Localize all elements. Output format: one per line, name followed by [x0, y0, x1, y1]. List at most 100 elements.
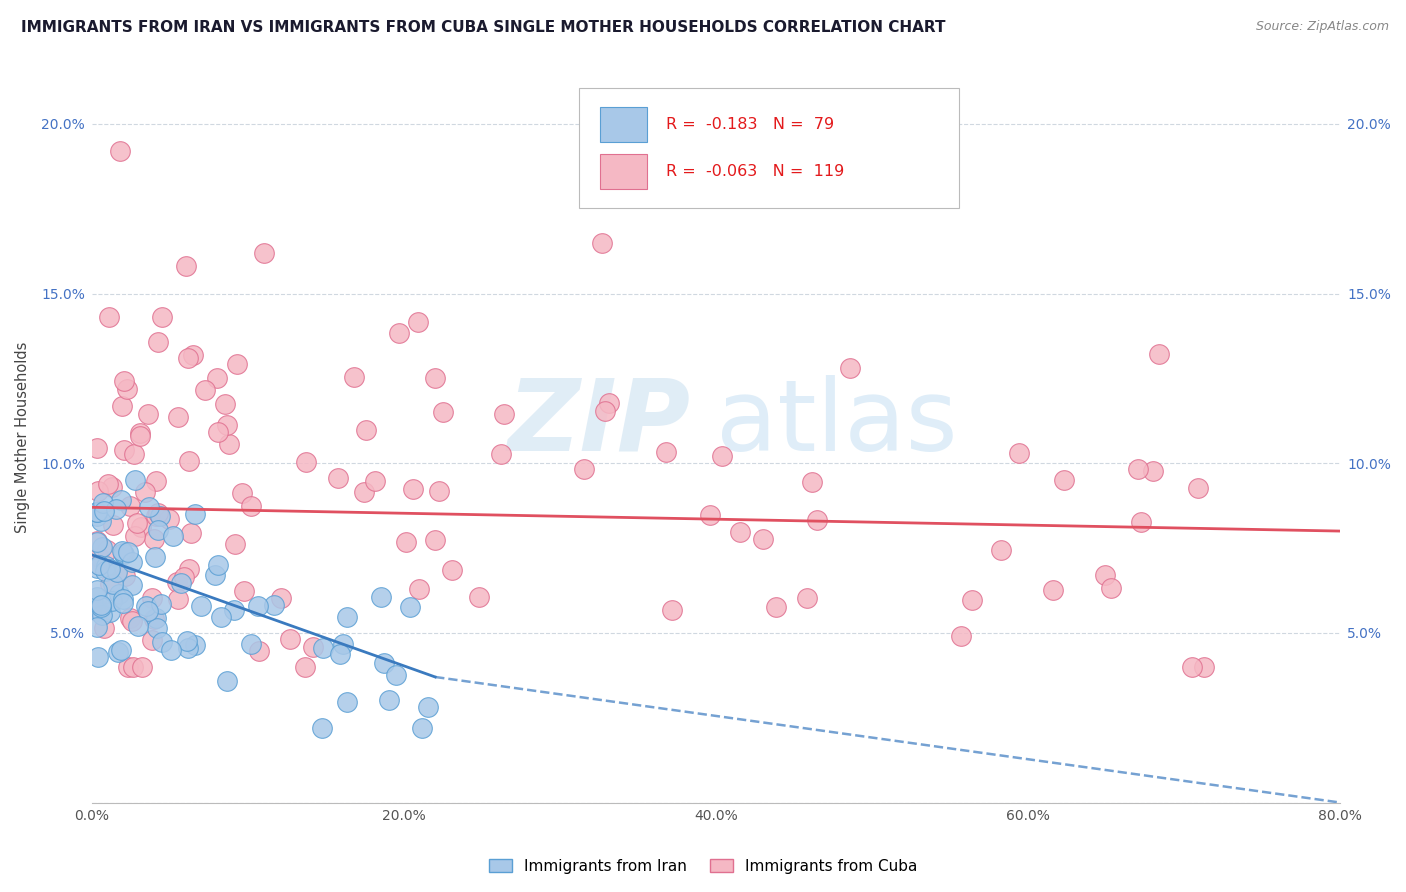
- Point: [699, 508, 721, 522]
- Bar: [600, 154, 647, 189]
- Point: [247, 644, 270, 658]
- Point: [711, 449, 734, 463]
- Point: [1181, 660, 1204, 674]
- Point: [730, 524, 752, 539]
- Point: [177, 641, 200, 656]
- Point: [122, 447, 145, 461]
- Point: [332, 637, 354, 651]
- Text: R =  -0.063   N =  119: R = -0.063 N = 119: [666, 164, 845, 179]
- Point: [240, 637, 263, 651]
- Point: [1094, 568, 1116, 582]
- Point: [408, 315, 430, 329]
- Text: ZIP: ZIP: [508, 375, 692, 472]
- Point: [121, 660, 143, 674]
- Point: [204, 568, 226, 582]
- Point: [170, 576, 193, 591]
- Point: [87, 558, 110, 572]
- Point: [166, 574, 188, 589]
- Point: [114, 569, 136, 583]
- Point: [112, 374, 135, 388]
- Point: [270, 591, 292, 606]
- Point: [86, 560, 108, 574]
- Point: [167, 409, 190, 424]
- Point: [124, 529, 146, 543]
- Point: [105, 501, 128, 516]
- Point: [87, 558, 110, 572]
- Point: [207, 558, 229, 573]
- Point: [190, 599, 212, 614]
- Point: [98, 576, 121, 591]
- Point: [143, 532, 166, 546]
- Point: [162, 529, 184, 543]
- Point: [214, 397, 236, 411]
- Point: [990, 543, 1012, 558]
- Point: [111, 399, 134, 413]
- Point: [86, 620, 108, 634]
- Point: [86, 509, 108, 524]
- Point: [440, 563, 463, 577]
- Point: [167, 591, 190, 606]
- Point: [385, 668, 408, 682]
- Point: [494, 407, 516, 421]
- Point: [207, 425, 229, 439]
- Point: [194, 383, 217, 397]
- Point: [806, 513, 828, 527]
- Point: [839, 360, 862, 375]
- Point: [101, 517, 124, 532]
- Text: Source: ZipAtlas.com: Source: ZipAtlas.com: [1256, 20, 1389, 33]
- Point: [149, 508, 172, 523]
- Point: [326, 470, 349, 484]
- Point: [183, 348, 205, 362]
- Point: [118, 611, 141, 625]
- Point: [174, 260, 197, 274]
- Point: [1126, 462, 1149, 476]
- Point: [294, 660, 316, 674]
- Point: [108, 144, 131, 158]
- Point: [232, 584, 254, 599]
- Point: [765, 599, 787, 614]
- Point: [1042, 582, 1064, 597]
- Point: [143, 549, 166, 564]
- Point: [336, 695, 359, 709]
- Point: [215, 673, 238, 688]
- Point: [146, 523, 169, 537]
- Point: [353, 485, 375, 500]
- Point: [145, 509, 167, 524]
- Point: [115, 382, 138, 396]
- Point: [226, 357, 249, 371]
- Point: [176, 634, 198, 648]
- Point: [796, 591, 818, 605]
- Point: [295, 455, 318, 469]
- Text: R =  -0.183   N =  79: R = -0.183 N = 79: [666, 117, 834, 131]
- Point: [110, 643, 132, 657]
- Point: [149, 598, 172, 612]
- Point: [105, 565, 128, 579]
- Point: [121, 578, 143, 592]
- Point: [388, 326, 411, 340]
- Point: [128, 426, 150, 441]
- Point: [1008, 445, 1031, 459]
- Point: [311, 721, 333, 735]
- Text: IMMIGRANTS FROM IRAN VS IMMIGRANTS FROM CUBA SINGLE MOTHER HOUSEHOLDS CORRELATIO: IMMIGRANTS FROM IRAN VS IMMIGRANTS FROM …: [21, 20, 946, 35]
- Point: [89, 603, 111, 617]
- Point: [173, 570, 195, 584]
- Point: [136, 604, 159, 618]
- Point: [572, 461, 595, 475]
- Point: [252, 245, 274, 260]
- Point: [86, 484, 108, 499]
- Bar: [600, 106, 647, 142]
- Point: [329, 647, 352, 661]
- Point: [134, 599, 156, 613]
- Point: [489, 447, 512, 461]
- Point: [960, 593, 983, 607]
- Point: [395, 534, 418, 549]
- Point: [93, 621, 115, 635]
- Point: [107, 586, 129, 600]
- Point: [101, 577, 124, 591]
- Point: [100, 594, 122, 608]
- Point: [655, 445, 678, 459]
- Point: [117, 545, 139, 559]
- Point: [125, 516, 148, 530]
- Point: [134, 484, 156, 499]
- Point: [752, 532, 775, 546]
